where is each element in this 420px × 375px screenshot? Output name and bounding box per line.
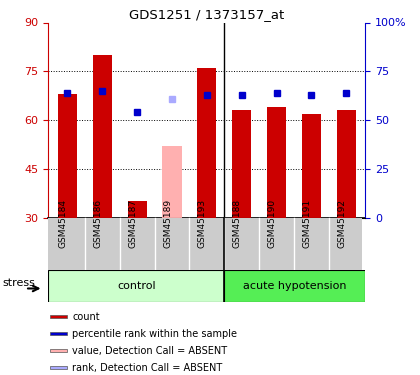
Text: count: count (72, 312, 100, 322)
Text: rank, Detection Call = ABSENT: rank, Detection Call = ABSENT (72, 363, 223, 373)
Bar (224, 270, 365, 302)
Bar (337, 110, 356, 218)
Text: GSM45187: GSM45187 (128, 199, 137, 248)
Bar (302, 114, 321, 218)
Text: control: control (117, 281, 155, 291)
Text: acute hypotension: acute hypotension (243, 281, 346, 291)
Bar (232, 110, 251, 218)
Text: GSM45190: GSM45190 (268, 199, 276, 248)
Bar (128, 201, 147, 217)
Text: GSM45191: GSM45191 (302, 199, 311, 248)
Text: GSM45184: GSM45184 (58, 199, 68, 248)
Bar (50, 315, 67, 318)
Bar (50, 332, 67, 335)
Bar (267, 107, 286, 218)
Text: GSM45193: GSM45193 (198, 199, 207, 248)
Text: GSM45192: GSM45192 (337, 199, 346, 248)
Bar (50, 366, 67, 369)
Bar (58, 94, 77, 218)
Bar (50, 349, 67, 352)
Text: value, Detection Call = ABSENT: value, Detection Call = ABSENT (72, 346, 228, 356)
Text: GSM45189: GSM45189 (163, 199, 172, 248)
Bar (48, 270, 224, 302)
Bar (93, 55, 112, 217)
Text: GSM45188: GSM45188 (233, 199, 241, 248)
Text: GSM45186: GSM45186 (93, 199, 102, 248)
Text: percentile rank within the sample: percentile rank within the sample (72, 328, 237, 339)
Bar (197, 68, 216, 218)
Title: GDS1251 / 1373157_at: GDS1251 / 1373157_at (129, 8, 284, 21)
Text: stress: stress (3, 278, 35, 288)
Bar (163, 146, 181, 218)
